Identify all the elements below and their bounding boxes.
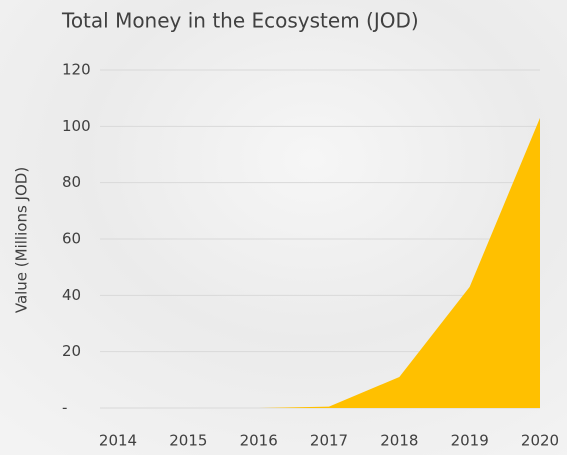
y-axis-label: Value (Millions JOD) [13,167,31,313]
y-tick-label: 20 [62,342,81,360]
x-tick-label: 2019 [451,432,489,450]
y-tick-label: 40 [62,286,81,304]
y-tick-label: - [62,399,67,417]
area [118,117,540,408]
y-tick-label: 60 [62,230,81,248]
x-tick-label: 2016 [240,432,278,450]
x-tick-label: 2020 [521,432,559,450]
y-tick-label: 80 [62,173,81,191]
y-tick-label: 120 [62,61,91,79]
x-tick-label: 2018 [380,432,418,450]
chart-title: Total Money in the Ecosystem (JOD) [61,9,419,33]
y-tick-label: 100 [62,117,91,135]
x-tick-label: 2017 [310,432,348,450]
x-tick-label: 2015 [169,432,207,450]
x-tick-label: 2014 [99,432,137,450]
